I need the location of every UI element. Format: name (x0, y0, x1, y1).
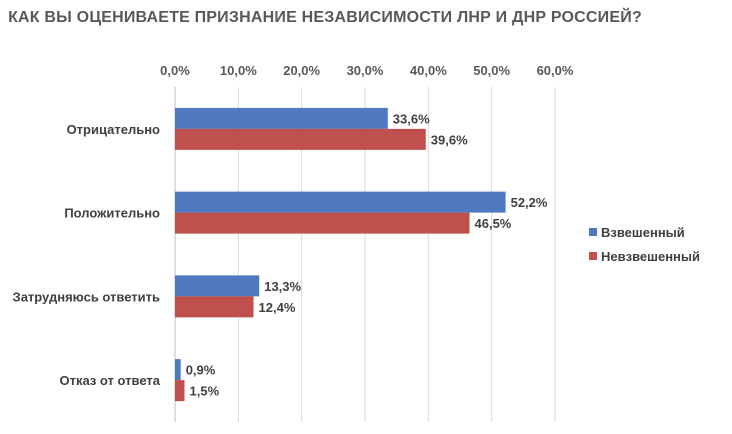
bar (175, 128, 426, 150)
legend-swatch (589, 252, 597, 260)
bar (175, 107, 388, 129)
chart-title: КАК ВЫ ОЦЕНИВАЕТЕ ПРИЗНАНИЕ НЕЗАВИСИМОСТ… (8, 9, 642, 26)
category-label: Затрудняюсь ответить (13, 289, 160, 304)
x-tick-label: 30,0% (347, 63, 384, 78)
category-label: Положительно (64, 206, 160, 221)
data-label: 33,6% (393, 111, 430, 126)
data-label: 39,6% (431, 132, 468, 147)
x-tick-label: 40,0% (410, 63, 447, 78)
bar (175, 359, 181, 381)
bar (175, 296, 254, 318)
category-label: Отрицательно (67, 122, 160, 137)
x-tick-label: 50,0% (473, 63, 510, 78)
bar (175, 275, 260, 297)
legend-label: Невзвешенный (601, 249, 700, 264)
category-label: Отказ от ответа (59, 373, 160, 388)
bar (175, 380, 185, 402)
data-label: 52,2% (511, 195, 548, 210)
x-tick-label: 20,0% (283, 63, 320, 78)
x-tick-label: 10,0% (220, 63, 257, 78)
bar (175, 191, 506, 213)
data-label: 13,3% (264, 279, 301, 294)
data-label: 46,5% (475, 216, 512, 231)
bar (175, 212, 470, 234)
legend-swatch (589, 228, 597, 236)
data-label: 0,9% (186, 363, 216, 378)
x-tick-label: 60,0% (537, 63, 574, 78)
data-label: 1,5% (190, 384, 220, 399)
data-label: 12,4% (259, 300, 296, 315)
legend-label: Взвешенный (601, 225, 685, 240)
x-tick-label: 0,0% (160, 63, 190, 78)
